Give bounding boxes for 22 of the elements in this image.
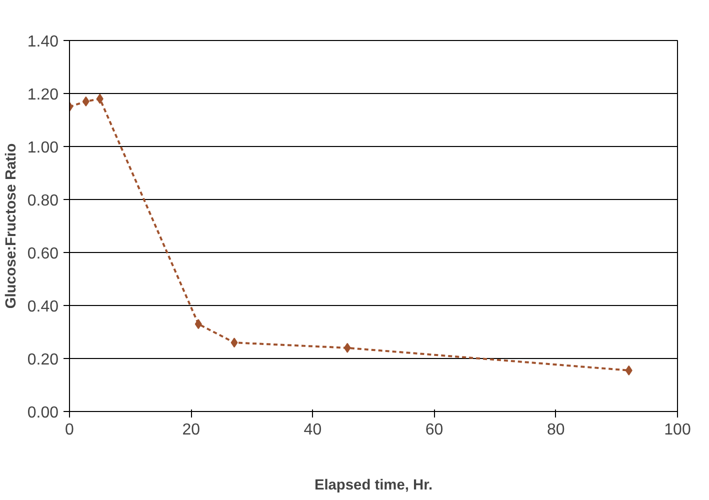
y-tick-label: 0.00	[27, 404, 59, 422]
y-tick-label: 1.20	[27, 86, 59, 104]
x-tick-label: 60	[425, 422, 444, 438]
point	[96, 94, 104, 104]
point	[82, 96, 90, 106]
y-axis-title: Glucose:Fructose Ratio	[3, 143, 20, 309]
x-tick-label: 80	[547, 422, 565, 438]
y-tick-label: 1.00	[27, 140, 59, 156]
point	[625, 365, 632, 376]
y-tick-label: 0.60	[27, 246, 59, 262]
point	[344, 342, 351, 353]
y-tick-label: 1.40	[27, 34, 59, 50]
x-tick-label: 0	[65, 422, 74, 438]
y-tick-label: 0.80	[27, 192, 59, 210]
y-tick-label: 0.40	[27, 298, 59, 316]
x-tick-label: 40	[304, 422, 322, 438]
point	[194, 319, 202, 330]
point	[230, 338, 238, 348]
x-tick-label: 20	[182, 422, 200, 438]
x-axis-title: Elapsed time, Hr.	[314, 478, 433, 494]
y-tick-label: 0.20	[27, 352, 59, 368]
x-tick-label: 100	[664, 422, 691, 438]
